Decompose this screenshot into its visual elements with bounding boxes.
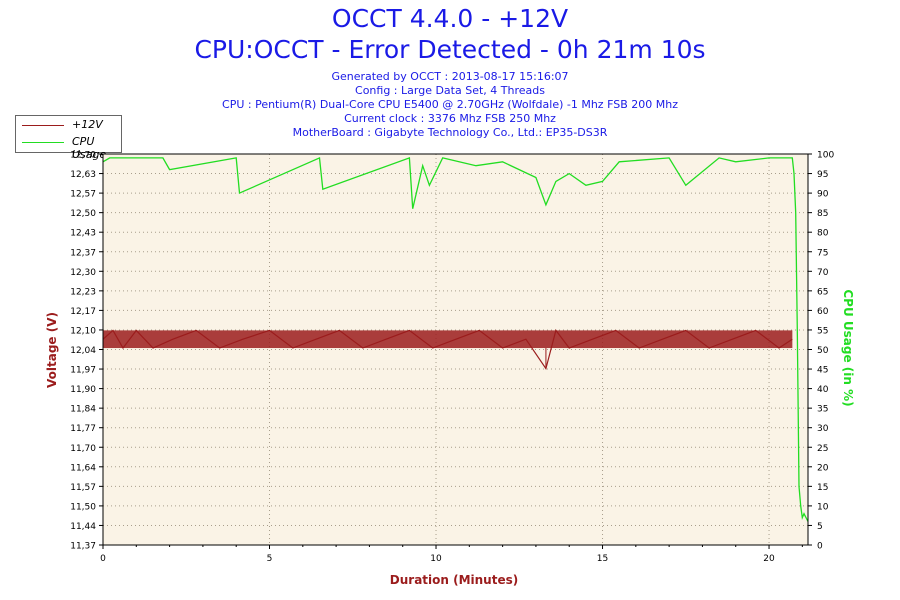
y-tick-label-left: 12,70	[70, 151, 96, 161]
y-tick-label-left: 12,50	[70, 209, 96, 219]
y-tick-label-right: 10	[817, 502, 829, 512]
chart-legend: +12V CPU Usage	[15, 115, 122, 161]
y-tick-label-right: 100	[817, 151, 834, 161]
x-tick-label: 15	[597, 554, 608, 564]
y-tick-label-left: 11,57	[70, 483, 96, 493]
y-tick-label-left: 12,37	[70, 248, 96, 258]
chart-subtitle: CPU:OCCT - Error Detected - 0h 21m 10s	[194, 35, 706, 64]
x-tick-label: 10	[430, 554, 442, 564]
voltage-line	[102, 329, 793, 371]
y-tick-label-left: 12,23	[70, 287, 96, 297]
y-tick-label-left: 11,77	[70, 424, 96, 434]
info-config: Config : Large Data Set, 4 Threads	[355, 84, 545, 97]
y-tick-label-right: 95	[817, 170, 828, 180]
y-tick-label-right: 25	[817, 444, 828, 454]
plot-border	[102, 153, 809, 546]
y-tick-label-right: 90	[817, 190, 829, 200]
y-tick-label-right: 0	[817, 542, 823, 552]
y-tick-label-right: 5	[817, 522, 823, 532]
y-tick-label-right: 20	[817, 463, 829, 473]
y-tick-label-left: 11,84	[70, 405, 96, 415]
y-tick-label-left: 11,90	[70, 385, 96, 395]
info-clock: Current clock : 3376 Mhz FSB 250 Mhz	[344, 112, 556, 125]
legend-item-voltage: +12V	[16, 117, 121, 133]
y-axis-label-left: Voltage (V)	[45, 312, 59, 388]
legend-item-cpu: CPU Usage	[16, 134, 121, 161]
info-generated: Generated by OCCT : 2013-08-17 15:16:07	[331, 70, 569, 83]
y-tick-label-left: 12,04	[70, 346, 96, 356]
y-tick-label-left: 11,70	[70, 444, 96, 454]
cpu-usage-line	[102, 156, 809, 522]
info-motherboard: MotherBoard : Gigabyte Technology Co., L…	[292, 126, 608, 139]
y-tick-label-right: 15	[817, 483, 828, 493]
y-tick-label-right: 80	[817, 229, 829, 239]
info-cpu: CPU : Pentium(R) Dual-Core CPU E5400 @ 2…	[222, 98, 678, 111]
x-tick-label: 0	[100, 554, 106, 564]
legend-label-cpu: CPU Usage	[72, 135, 107, 161]
y-tick-label-left: 12,57	[70, 190, 96, 200]
x-tick-label: 5	[267, 554, 273, 564]
y-tick-label-right: 45	[817, 366, 828, 376]
y-tick-label-left: 12,10	[70, 326, 96, 336]
x-axis-label: Duration (Minutes)	[389, 573, 519, 587]
y-tick-label-right: 30	[817, 424, 829, 434]
y-tick-label-right: 60	[817, 307, 829, 317]
y-tick-label-right: 55	[817, 326, 828, 336]
y-axis-label-right: CPU Usage (in %)	[841, 289, 855, 407]
y-tick-label-right: 65	[817, 287, 828, 297]
y-tick-label-left: 11,44	[70, 522, 96, 532]
legend-swatch-voltage	[22, 125, 64, 126]
y-tick-label-left: 11,37	[70, 542, 96, 552]
y-tick-label-left: 11,64	[70, 463, 96, 473]
legend-label-voltage: +12V	[72, 118, 103, 131]
y-tick-label-right: 70	[817, 268, 829, 278]
y-tick-label-left: 12,17	[70, 307, 96, 317]
y-tick-label-left: 12,63	[70, 170, 96, 180]
y-tick-label-right: 85	[817, 209, 828, 219]
y-tick-label-left: 11,97	[70, 366, 96, 376]
y-tick-label-left: 12,43	[70, 229, 96, 239]
y-tick-label-left: 11,50	[70, 502, 96, 512]
y-tick-label-right: 40	[817, 385, 829, 395]
legend-swatch-cpu	[22, 142, 64, 143]
y-tick-label-right: 35	[817, 405, 828, 415]
chart-title: OCCT 4.4.0 - +12V	[331, 4, 569, 33]
y-tick-label-left: 12,30	[70, 268, 96, 278]
y-tick-label-right: 50	[817, 346, 829, 356]
x-tick-label: 20	[763, 554, 775, 564]
y-tick-label-right: 75	[817, 248, 828, 258]
